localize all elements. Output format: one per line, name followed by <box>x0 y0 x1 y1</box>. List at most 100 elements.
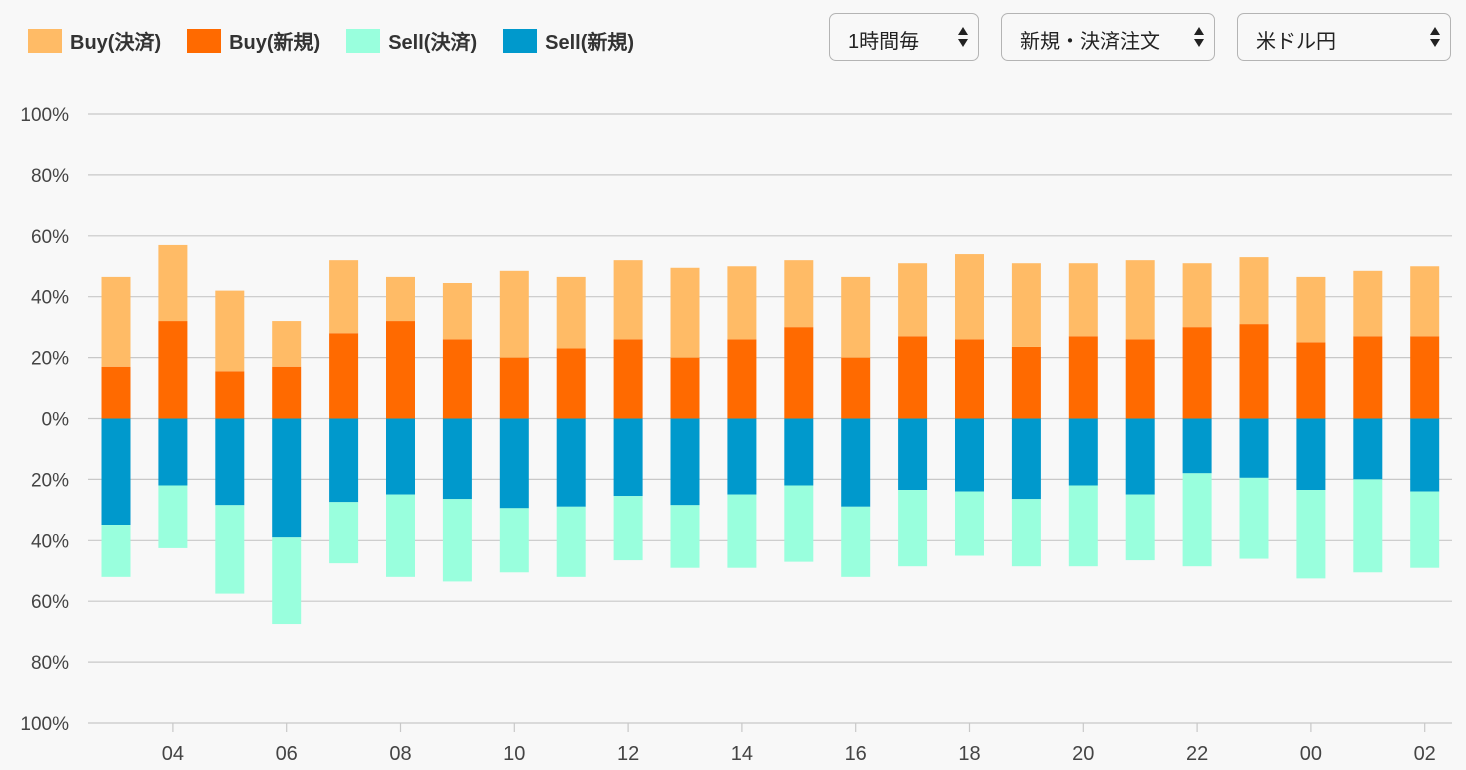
bar-segment[interactable] <box>1068 336 1098 419</box>
currency-pair-select[interactable]: 米ドル円 <box>1237 13 1451 61</box>
bar-segment[interactable] <box>670 418 700 506</box>
bar-segment[interactable] <box>1296 418 1326 491</box>
bar-segment[interactable] <box>841 357 871 419</box>
bar-segment[interactable] <box>329 502 359 564</box>
bar-segment[interactable] <box>1410 491 1440 568</box>
bar-segment[interactable] <box>1182 263 1212 328</box>
bar-segment[interactable] <box>556 506 586 577</box>
bar-segment[interactable] <box>215 290 245 372</box>
bar-segment[interactable] <box>1410 336 1440 419</box>
bar-segment[interactable] <box>1068 418 1098 486</box>
bar-segment[interactable] <box>272 366 302 419</box>
bar-segment[interactable] <box>955 254 984 340</box>
bar-segment[interactable] <box>1182 327 1212 419</box>
bar-segment[interactable] <box>613 339 643 419</box>
bar-segment[interactable] <box>727 266 757 340</box>
bar-segment[interactable] <box>215 505 245 594</box>
bar-segment[interactable] <box>556 276 586 349</box>
bar-segment[interactable] <box>841 506 871 577</box>
interval-select[interactable]: 1時間毎 <box>829 13 979 61</box>
bar-segment[interactable] <box>272 537 302 625</box>
bar-segment[interactable] <box>784 418 814 486</box>
bar-segment[interactable] <box>841 418 871 507</box>
bar-segment[interactable] <box>955 418 984 492</box>
bar-segment[interactable] <box>841 276 871 358</box>
bar-segment[interactable] <box>1353 336 1383 419</box>
bar-segment[interactable] <box>499 508 529 573</box>
bar-segment[interactable] <box>101 276 131 367</box>
bar-segment[interactable] <box>1068 485 1098 567</box>
bar-segment[interactable] <box>1125 494 1155 561</box>
bar-segment[interactable] <box>1182 418 1212 474</box>
bar-segment[interactable] <box>1182 473 1212 567</box>
bar-segment[interactable] <box>1239 477 1269 559</box>
bar-segment[interactable] <box>1353 479 1383 573</box>
bar-segment[interactable] <box>613 418 643 497</box>
bar-segment[interactable] <box>499 357 529 419</box>
bar-segment[interactable] <box>955 339 984 419</box>
bar-segment[interactable] <box>1011 499 1041 567</box>
bar-segment[interactable] <box>215 371 245 419</box>
bar-segment[interactable] <box>727 418 757 495</box>
legend-item-sell-new[interactable]: Sell(新規) <box>503 26 634 55</box>
bar-segment[interactable] <box>727 494 757 568</box>
bar-segment[interactable] <box>1239 257 1269 325</box>
bar-segment[interactable] <box>442 282 472 340</box>
bar-segment[interactable] <box>442 339 472 419</box>
bar-segment[interactable] <box>898 490 928 567</box>
bar-segment[interactable] <box>272 418 302 538</box>
bar-segment[interactable] <box>1353 418 1383 480</box>
bar-segment[interactable] <box>329 260 359 334</box>
bar-segment[interactable] <box>158 485 188 548</box>
bar-segment[interactable] <box>1239 418 1269 478</box>
bar-segment[interactable] <box>158 321 188 419</box>
bar-segment[interactable] <box>272 321 302 367</box>
bar-segment[interactable] <box>329 333 359 419</box>
bar-segment[interactable] <box>499 418 529 509</box>
bar-segment[interactable] <box>386 494 415 577</box>
bar-segment[interactable] <box>670 505 700 568</box>
bar-segment[interactable] <box>1353 270 1383 337</box>
legend-item-buy-close[interactable]: Buy(決済) <box>28 26 161 55</box>
bar-segment[interactable] <box>442 499 472 582</box>
bar-segment[interactable] <box>727 339 757 419</box>
bar-segment[interactable] <box>613 260 643 340</box>
bar-segment[interactable] <box>215 418 245 506</box>
bar-segment[interactable] <box>386 418 415 495</box>
bar-segment[interactable] <box>784 260 814 328</box>
bar-segment[interactable] <box>158 418 188 486</box>
bar-segment[interactable] <box>1125 260 1155 340</box>
bar-segment[interactable] <box>499 270 529 358</box>
bar-segment[interactable] <box>1011 418 1041 500</box>
bar-segment[interactable] <box>784 485 814 562</box>
bar-segment[interactable] <box>1296 490 1326 579</box>
bar-segment[interactable] <box>101 525 131 577</box>
bar-segment[interactable] <box>1410 266 1440 337</box>
order-type-select[interactable]: 新規・決済注文 <box>1001 13 1215 61</box>
bar-segment[interactable] <box>158 244 188 322</box>
bar-segment[interactable] <box>1011 346 1041 419</box>
bar-segment[interactable] <box>329 418 359 503</box>
bar-segment[interactable] <box>386 276 415 322</box>
bar-segment[interactable] <box>1011 263 1041 347</box>
legend-item-buy-new[interactable]: Buy(新規) <box>187 26 320 55</box>
bar-segment[interactable] <box>784 327 814 419</box>
bar-segment[interactable] <box>670 357 700 419</box>
bar-segment[interactable] <box>898 336 928 419</box>
bar-segment[interactable] <box>1296 276 1326 343</box>
bar-segment[interactable] <box>898 418 928 491</box>
legend-item-sell-close[interactable]: Sell(決済) <box>346 26 477 55</box>
bar-segment[interactable] <box>955 491 984 556</box>
bar-segment[interactable] <box>386 321 415 419</box>
bar-segment[interactable] <box>556 418 586 507</box>
bar-segment[interactable] <box>101 366 131 419</box>
bar-segment[interactable] <box>1125 339 1155 419</box>
bar-segment[interactable] <box>1068 263 1098 337</box>
bar-segment[interactable] <box>898 263 928 337</box>
bar-segment[interactable] <box>1296 342 1326 419</box>
bar-segment[interactable] <box>442 418 472 500</box>
bar-segment[interactable] <box>670 267 700 358</box>
bar-segment[interactable] <box>613 496 643 561</box>
bar-segment[interactable] <box>556 348 586 419</box>
bar-segment[interactable] <box>1239 324 1269 419</box>
